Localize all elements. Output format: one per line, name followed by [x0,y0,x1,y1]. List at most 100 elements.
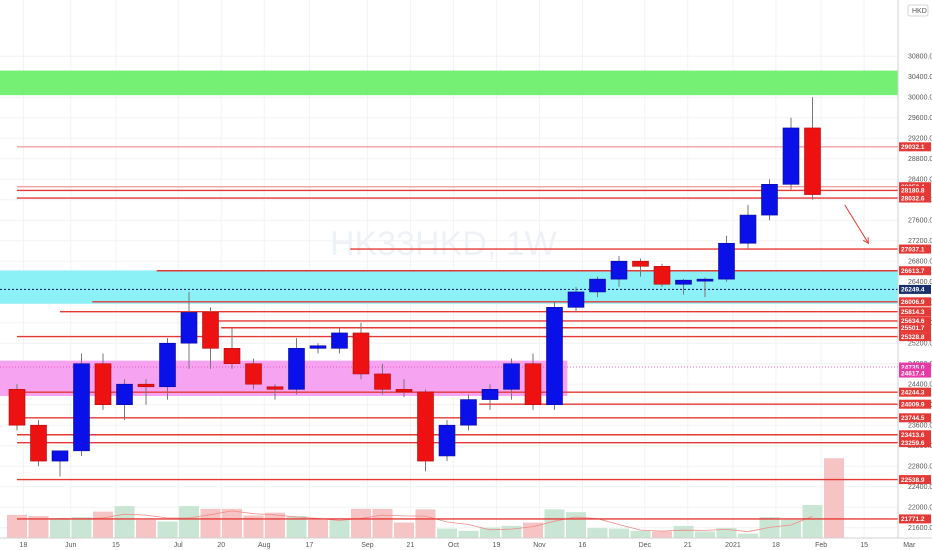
projection-arrow [844,204,869,245]
volume-bar [802,505,823,538]
price-tick-label: 22400.0 [908,484,932,491]
price-tag-label: 26249.4 [901,287,925,294]
price-tag-label: 23259.6 [901,440,925,447]
candle-body [782,127,800,185]
time-tick-label: 20 [217,542,225,549]
candle-body [159,342,176,388]
time-tick-label: 19 [493,542,501,549]
price-tick-label: 30800.0 [908,54,932,61]
candle-body [116,383,133,406]
price-tag [899,323,931,333]
price-tick-label: 26400.0 [908,279,932,286]
price-tick-label: 21600.0 [908,525,932,532]
price-tag [899,368,931,378]
candle-body [94,363,112,406]
time-tick-label: 21 [684,542,692,549]
time-tick-label: Dec [639,542,652,549]
price-tag [899,193,931,203]
price-tag-label: 23413.6 [901,432,925,439]
price-tag [899,413,931,423]
chart-watermark: HK33HKD, 1W [330,225,557,263]
price-tag [899,284,931,294]
volume-bar [222,508,242,538]
candle-body [73,363,90,452]
price-tick-label: 25200.0 [908,341,932,348]
price-tag [899,316,931,326]
volume-bar [243,515,264,538]
zones [0,70,898,396]
time-tick-label: Nov [533,542,546,549]
volume-bar [136,519,156,538]
time-tick-label: Feb [815,542,827,549]
time-tick-label: Jul [174,542,183,549]
candle-body [675,279,692,285]
price-tag-label: 28032.6 [901,195,925,202]
price-tag [899,514,931,524]
candle-body [804,127,821,195]
volume-bar [544,509,565,538]
time-tick-label: 18 [772,542,780,549]
volume-bar [114,506,135,538]
price-tick-label: 30000.0 [908,95,932,102]
time-tick-label: 16 [579,542,587,549]
time-tick-label: Aug [258,542,271,549]
price-tag-label: 24244.3 [901,389,925,396]
price-tag [899,297,931,307]
price-tag [899,362,931,372]
volume-bar [609,528,629,538]
volume-bar [566,512,586,538]
candle-body [610,260,628,280]
price-tick-label: 29600.0 [908,115,932,122]
volume-bar [93,511,113,538]
volume-bar [28,516,49,538]
volume-bar [437,528,457,538]
volume-bar [351,508,371,538]
volume-bar [372,508,393,538]
price-tag [899,475,931,485]
candles [8,97,821,477]
price-tag-label: 25814.3 [901,309,925,316]
price-tag-label: 24617.4 [901,370,925,377]
currency-badge[interactable]: HKD [907,4,929,17]
time-tick-label: 17 [306,542,314,549]
price-tag-label: 25328.8 [901,334,925,341]
price-tick-label: 28800.0 [908,156,932,163]
candle-body [546,307,563,406]
volume-bar [157,521,178,538]
candle-body [632,260,649,267]
volume-bar [824,458,844,538]
price-tick-label: 22000.0 [908,505,932,512]
time-tick-label: Mar [903,542,916,549]
price-tag-label: 22538.9 [901,477,925,484]
volume-bar [265,512,285,538]
candle-body [718,242,735,280]
volume-bar [673,525,694,538]
price-tick-label: 23600.0 [908,423,932,430]
price-tag-label: 26006.9 [901,299,925,306]
time-axis: 18 Jun 15 Jul 20 Aug 17 Sep 21 Oct 19 Nov 16 Dec 21 202… [0,537,932,549]
volume-bar [200,508,221,538]
volume-bar [480,527,500,538]
price-tick-label: 26800.0 [908,259,932,266]
price-tag-label: 24009.9 [901,401,925,408]
candle-body [589,278,606,293]
price-tag-label: 21771.2 [901,516,925,523]
price-tag [899,185,931,195]
price-tick-label: 22800.0 [908,464,932,471]
volume-bar [695,531,715,538]
price-tick-label: 29200.0 [908,136,932,143]
candle-body [266,386,284,390]
candle-body [331,332,348,349]
candle-body [395,389,413,393]
volume-bar [329,519,350,538]
candle-body [438,424,456,457]
candle-body [524,363,542,406]
candle-body [288,348,305,390]
volume-bar [458,530,479,538]
candle-body [761,184,778,216]
svg-text:HKD: HKD [912,8,927,15]
candle-body [51,450,69,462]
time-tick-label: 21 [407,542,415,549]
volume-bar [71,517,92,538]
